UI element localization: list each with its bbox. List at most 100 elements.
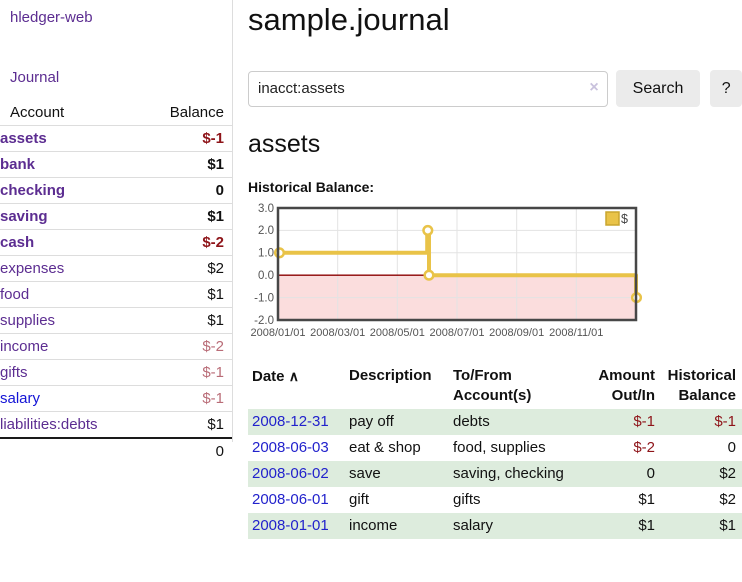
account-link-bank[interactable]: bank — [0, 156, 36, 173]
svg-text:2008/01/01: 2008/01/01 — [250, 327, 305, 339]
svg-text:3.0: 3.0 — [258, 203, 274, 215]
clear-search-icon[interactable]: × — [589, 78, 599, 96]
transaction-amount: $-2 — [633, 439, 655, 456]
account-row: checking 0 — [0, 177, 232, 204]
legend-swatch — [605, 211, 620, 226]
account-balance: $1 — [207, 156, 224, 173]
register-table: Date ∧ Description To/From Account(s) Am… — [248, 363, 742, 539]
account-link-salary[interactable]: salary — [0, 390, 41, 407]
plot-border — [276, 206, 638, 322]
register-row: 2008-06-01 gift gifts $1 $2 — [248, 487, 742, 513]
transaction-amount: $-1 — [633, 413, 655, 430]
account-link-checking[interactable]: checking — [0, 182, 66, 199]
accounts-table: Account Balance assets $-1 bank $1 checkin… — [0, 100, 232, 464]
account-balance: $1 — [207, 416, 224, 433]
transaction-accounts: food, supplies — [453, 439, 546, 456]
account-row: income $-2 — [0, 333, 232, 360]
account-heading: assets — [248, 130, 321, 158]
register-row: 2008-06-02 save saving, checking 0 $2 — [248, 461, 742, 487]
transaction-date-link[interactable]: 2008-06-01 — [252, 491, 329, 508]
page-title: sample.journal — [248, 2, 450, 37]
account-row: gifts $-1 — [0, 359, 232, 386]
transaction-description: income — [349, 517, 398, 534]
account-balance: $1 — [207, 208, 224, 225]
help-button[interactable]: ? — [710, 70, 742, 107]
transaction-balance: $2 — [719, 491, 736, 508]
transaction-date-link[interactable]: 2008-06-03 — [252, 439, 329, 456]
account-link-food[interactable]: food — [0, 286, 30, 303]
sidebar: hledger-web Journal Account Balance asse… — [0, 0, 233, 460]
svg-text:2008/11/01: 2008/11/01 — [549, 327, 603, 339]
main-content: sample.journal × Search ? assets Histori… — [248, 0, 742, 539]
register-header-description: Description — [349, 367, 432, 384]
account-row: food $1 — [0, 281, 232, 308]
account-link-supplies[interactable]: supplies — [0, 312, 56, 329]
register-row: 2008-12-31 pay off debts $-1 $-1 — [248, 409, 742, 435]
svg-text:-2.0: -2.0 — [254, 315, 274, 327]
account-balance: 0 — [215, 182, 224, 199]
account-balance: $1 — [207, 312, 224, 329]
register-header-balance: Historical Balance — [667, 367, 736, 404]
register-header-accounts: To/From Account(s) — [453, 367, 532, 404]
transaction-date-link[interactable]: 2008-06-02 — [252, 465, 329, 482]
account-link-saving[interactable]: saving — [0, 208, 48, 225]
account-row: supplies $1 — [0, 307, 232, 334]
transaction-description: pay off — [349, 413, 394, 430]
account-link-cash[interactable]: cash — [0, 234, 35, 251]
svg-text:2008/09/01: 2008/09/01 — [489, 327, 544, 339]
legend-label: $ — [621, 212, 628, 226]
svg-text:-1.0: -1.0 — [254, 292, 274, 304]
account-row: bank $1 — [0, 151, 232, 178]
transaction-date-link[interactable]: 2008-01-01 — [252, 517, 329, 534]
account-link-assets[interactable]: assets — [0, 130, 47, 147]
transaction-accounts: salary — [453, 517, 494, 534]
accounts-total-row: 0 — [0, 438, 232, 464]
app-brand-link[interactable]: hledger-web — [10, 9, 93, 26]
transaction-description: gift — [349, 491, 370, 508]
transaction-description: save — [349, 465, 381, 482]
transaction-balance: $-1 — [714, 413, 736, 430]
transaction-amount: $1 — [638, 517, 655, 534]
account-row: expenses $2 — [0, 255, 232, 282]
account-link-income[interactable]: income — [0, 338, 49, 355]
y-axis-labels: 3.0 2.0 1.0 0.0 -1.0 -2.0 — [254, 203, 274, 327]
transaction-balance: 0 — [727, 439, 736, 456]
account-balance: $-1 — [202, 130, 224, 147]
search-input[interactable] — [248, 70, 608, 107]
search-button[interactable]: Search — [615, 70, 701, 107]
transaction-accounts: debts — [453, 413, 490, 430]
account-balance: $-2 — [202, 234, 224, 251]
account-row: assets $-1 — [0, 125, 232, 152]
account-balance: $-1 — [202, 390, 224, 407]
account-balance: $-2 — [202, 338, 224, 355]
transaction-balance: $2 — [719, 465, 736, 482]
transaction-amount: $1 — [638, 491, 655, 508]
transaction-date-link[interactable]: 2008-12-31 — [252, 413, 329, 430]
svg-text:1.0: 1.0 — [258, 248, 274, 260]
sort-ascending-icon: ∧ — [288, 368, 299, 384]
accounts-header-balance: Balance — [169, 104, 224, 121]
account-row: cash $-2 — [0, 229, 232, 256]
accounts-header-account: Account — [10, 104, 65, 121]
account-balance: $1 — [207, 286, 224, 303]
account-row: saving $1 — [0, 203, 232, 230]
x-axis-labels: 2008/01/01 2008/03/01 2008/05/01 2008/07… — [250, 327, 603, 339]
svg-text:2008/03/01: 2008/03/01 — [310, 327, 365, 339]
account-balance: $-1 — [202, 364, 224, 381]
transaction-accounts: gifts — [453, 491, 481, 508]
account-link-liabilities-debts[interactable]: liabilities:debts — [0, 416, 98, 433]
chart-legend: $ — [605, 211, 628, 226]
register-row: 2008-01-01 income salary $1 $1 — [248, 513, 742, 539]
transaction-accounts: saving, checking — [453, 465, 564, 482]
svg-text:0.0: 0.0 — [258, 270, 274, 282]
account-link-gifts[interactable]: gifts — [0, 364, 28, 381]
transaction-balance: $1 — [719, 517, 736, 534]
account-row: salary $-1 — [0, 385, 232, 412]
account-link-expenses[interactable]: expenses — [0, 260, 65, 277]
accounts-total: 0 — [215, 443, 224, 460]
nav-journal-link[interactable]: Journal — [10, 69, 60, 86]
account-balance: $2 — [207, 260, 224, 277]
historical-balance-chart: $ 3.0 2.0 1.0 0.0 -1.0 -2.0 2008/01/01 2… — [250, 203, 643, 339]
register-header-date[interactable]: Date ∧ — [252, 368, 299, 385]
chart-title: Historical Balance: — [248, 179, 375, 195]
